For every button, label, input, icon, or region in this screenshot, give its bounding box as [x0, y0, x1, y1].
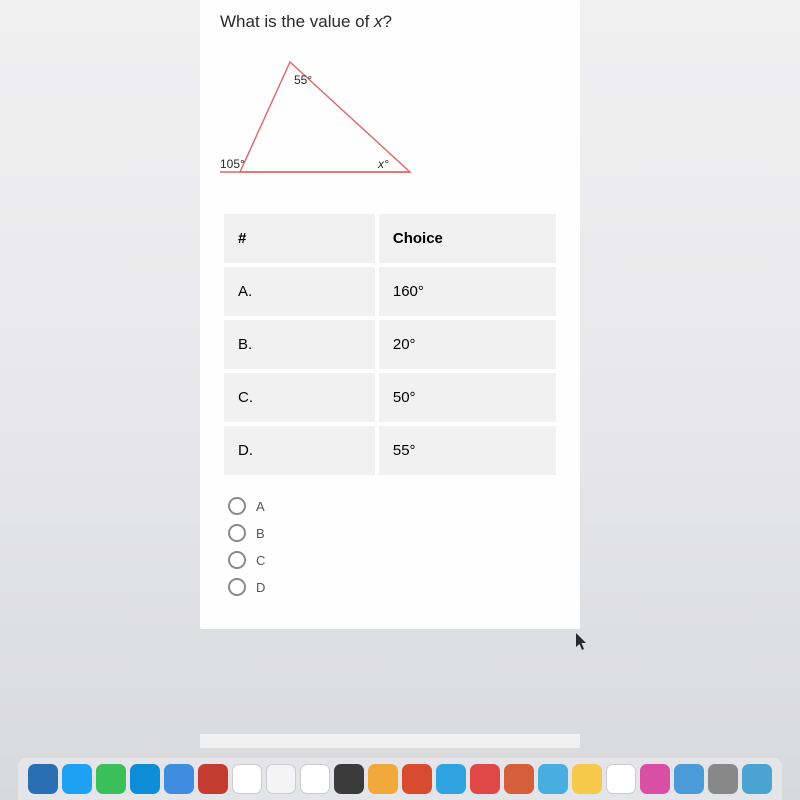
- question-card: What is the value of x? 55° 105° x° # Ch…: [200, 0, 580, 629]
- dock-app-icon[interactable]: [674, 764, 704, 794]
- option-letter: D: [256, 580, 265, 595]
- dock-app-icon[interactable]: [368, 764, 398, 794]
- option-letter: B: [256, 526, 265, 541]
- dock-app-icon[interactable]: [470, 764, 500, 794]
- question-suffix: ?: [383, 12, 392, 31]
- table-row: B. 20°: [224, 320, 556, 369]
- dock-app-icon[interactable]: [742, 764, 772, 794]
- row-label: D.: [224, 426, 375, 475]
- left-exterior-angle-label: 105°: [220, 157, 245, 171]
- row-value: 50°: [379, 373, 556, 422]
- dock-app-icon[interactable]: [504, 764, 534, 794]
- radio-icon: [228, 497, 246, 515]
- triangle-figure: 55° 105° x°: [220, 42, 560, 192]
- dock-app-icon[interactable]: [708, 764, 738, 794]
- table-header-row: # Choice: [224, 214, 556, 263]
- dock-app-icon[interactable]: [538, 764, 568, 794]
- dock-app-icon[interactable]: [402, 764, 432, 794]
- row-value: 55°: [379, 426, 556, 475]
- row-label: B.: [224, 320, 375, 369]
- dock-app-icon[interactable]: [640, 764, 670, 794]
- header-choice: Choice: [379, 214, 556, 263]
- cursor-icon: [575, 632, 589, 652]
- dock-app-icon[interactable]: [572, 764, 602, 794]
- dock-app-icon[interactable]: [334, 764, 364, 794]
- row-value: 160°: [379, 267, 556, 316]
- question-text: What is the value of x?: [220, 12, 560, 32]
- option-d[interactable]: D: [228, 578, 560, 596]
- row-label: A.: [224, 267, 375, 316]
- radio-icon: [228, 551, 246, 569]
- answer-options: A B C D: [220, 497, 560, 596]
- triangle-svg: 55° 105° x°: [220, 42, 430, 187]
- option-letter: C: [256, 553, 265, 568]
- dock-app-icon[interactable]: [164, 764, 194, 794]
- dock-app-icon[interactable]: [28, 764, 58, 794]
- right-interior-angle-label: x°: [377, 157, 389, 171]
- table-row: D. 55°: [224, 426, 556, 475]
- macos-dock[interactable]: [18, 758, 782, 800]
- dock-app-icon[interactable]: [96, 764, 126, 794]
- dock-app-icon[interactable]: [198, 764, 228, 794]
- option-letter: A: [256, 499, 265, 514]
- option-b[interactable]: B: [228, 524, 560, 542]
- dock-app-icon[interactable]: [266, 764, 296, 794]
- dock-app-icon[interactable]: [232, 764, 262, 794]
- card-footer-band: [200, 734, 580, 748]
- option-c[interactable]: C: [228, 551, 560, 569]
- triangle-shape: [240, 62, 410, 172]
- question-variable: x: [374, 12, 383, 31]
- table-row: A. 160°: [224, 267, 556, 316]
- header-num: #: [224, 214, 375, 263]
- dock-app-icon[interactable]: [436, 764, 466, 794]
- dock-app-icon[interactable]: [62, 764, 92, 794]
- choices-table: # Choice A. 160° B. 20° C. 50° D. 55°: [220, 210, 560, 479]
- dock-app-icon[interactable]: [130, 764, 160, 794]
- dock-app-icon[interactable]: [606, 764, 636, 794]
- row-label: C.: [224, 373, 375, 422]
- option-a[interactable]: A: [228, 497, 560, 515]
- question-prefix: What is the value of: [220, 12, 374, 31]
- radio-icon: [228, 578, 246, 596]
- apex-angle-label: 55°: [294, 73, 312, 87]
- row-value: 20°: [379, 320, 556, 369]
- table-row: C. 50°: [224, 373, 556, 422]
- dock-app-icon[interactable]: [300, 764, 330, 794]
- radio-icon: [228, 524, 246, 542]
